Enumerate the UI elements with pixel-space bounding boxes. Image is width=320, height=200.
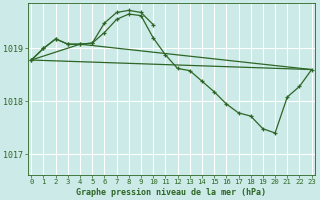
X-axis label: Graphe pression niveau de la mer (hPa): Graphe pression niveau de la mer (hPa)	[76, 188, 267, 197]
